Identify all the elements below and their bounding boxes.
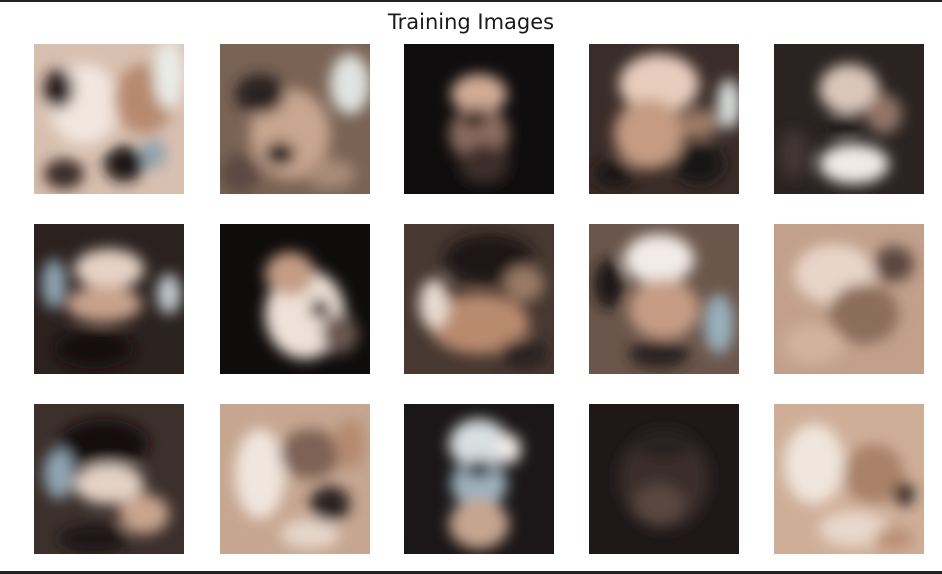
training-image-r3c3: [404, 404, 554, 554]
training-image-r1c2: [220, 44, 370, 194]
training-image-r3c5: [774, 404, 924, 554]
training-image-r3c4: [589, 404, 739, 554]
figure-title: Training Images: [387, 10, 555, 34]
training-image-r1c4: [589, 44, 739, 194]
training-image-r2c1: [34, 224, 184, 374]
training-image-r1c5: [774, 44, 924, 194]
training-image-r2c3: [404, 224, 554, 374]
training-image-r3c1: [34, 404, 184, 554]
training-image-r2c2: [220, 224, 370, 374]
top-border-line: [0, 0, 942, 2]
training-image-r2c4: [589, 224, 739, 374]
training-image-r2c5: [774, 224, 924, 374]
bottom-border-line: [0, 571, 942, 574]
training-image-r1c1: [34, 44, 184, 194]
training-image-r1c3: [404, 44, 554, 194]
training-image-r3c2: [220, 404, 370, 554]
